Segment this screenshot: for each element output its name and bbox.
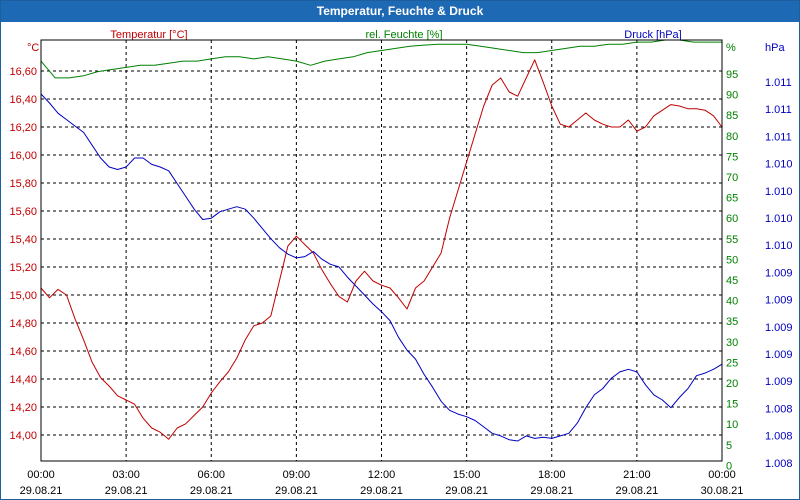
x-tick-time-label: 21:00 xyxy=(623,469,651,481)
humidity-tick-label: 35 xyxy=(726,316,738,328)
humidity-tick-label: 45 xyxy=(726,275,738,287)
humidity-tick-label: 90 xyxy=(726,90,738,102)
temperature-tick-label: 15,40 xyxy=(9,234,37,246)
humidity-tick-label: 60 xyxy=(726,213,738,225)
x-tick-date-label: 29.08.21 xyxy=(20,485,63,497)
x-tick-date-label: 29.08.21 xyxy=(445,485,488,497)
humidity-tick-label: 50 xyxy=(726,254,738,266)
humidity-tick-label: 75 xyxy=(726,151,738,163)
humidity-line xyxy=(40,39,722,79)
humidity-tick-label: 30 xyxy=(726,337,738,349)
pressure-tick-label: 1.009 xyxy=(765,349,793,361)
temperature-tick-label: 14,80 xyxy=(9,318,37,330)
pressure-tick-label: 1.009 xyxy=(765,267,793,279)
humidity-tick-label: 25 xyxy=(726,357,738,369)
temperature-unit-label: °C xyxy=(27,42,39,54)
humidity-tick-label: 55 xyxy=(726,234,738,246)
temperature-tick-label: 16,00 xyxy=(9,150,37,162)
x-tick-date-label: 29.08.21 xyxy=(275,485,318,497)
x-tick-date-label: 29.08.21 xyxy=(530,485,573,497)
pressure-tick-label: 1.011 xyxy=(765,131,792,143)
chart-canvas: Temperatur [°C] rel. Feuchte [%] Druck [… xyxy=(9,29,792,497)
pressure-axis-label: Druck [hPa] xyxy=(624,29,681,41)
pressure-line xyxy=(40,93,723,442)
pressure-tick-label: 1.009 xyxy=(765,295,793,307)
pressure-tick-label: 1.011 xyxy=(765,104,792,116)
x-tick-time-label: 06:00 xyxy=(197,469,225,481)
x-tick-date-label: 29.08.21 xyxy=(615,485,658,497)
humidity-tick-label: 70 xyxy=(726,172,738,184)
pressure-tick-label: 1.008 xyxy=(765,403,793,415)
humidity-tick-label: 0 xyxy=(726,460,732,472)
temperature-tick-label: 15,80 xyxy=(9,178,37,190)
pressure-tick-label: 1.010 xyxy=(765,186,793,198)
humidity-tick-label: 95 xyxy=(726,69,738,81)
pressure-tick-label: 1.011 xyxy=(765,77,792,89)
humidity-tick-label: 40 xyxy=(726,296,738,308)
humidity-tick-label: 10 xyxy=(726,419,738,431)
tick-labels: 16,60 16,40 16,20 16,00 15,80 15,60 15,40 15,20… xyxy=(9,66,792,497)
humidity-tick-label: 5 xyxy=(726,440,732,452)
pressure-unit-label: hPa xyxy=(765,42,785,54)
plot-area-border xyxy=(40,39,723,462)
x-tick-time-label: 12:00 xyxy=(368,469,396,481)
humidity-tick-label: 85 xyxy=(726,110,738,122)
x-tick-date-label: 29.08.21 xyxy=(190,485,233,497)
pressure-tick-label: 1.010 xyxy=(765,159,793,171)
temperature-tick-label: 14,60 xyxy=(9,346,37,358)
temperature-tick-label: 16,60 xyxy=(9,66,37,78)
pressure-tick-label: 1.008 xyxy=(765,458,793,470)
temperature-tick-label: 16,20 xyxy=(9,122,37,134)
temperature-tick-label: 15,60 xyxy=(9,206,37,218)
x-tick-time-label: 18:00 xyxy=(538,469,566,481)
series-lines xyxy=(40,39,723,442)
humidity-tick-label: 20 xyxy=(726,378,738,390)
temperature-tick-label: 16,40 xyxy=(9,94,37,106)
x-tick-time-label: 09:00 xyxy=(283,469,311,481)
x-tick-time-label: 00:00 xyxy=(27,469,55,481)
temperature-tick-label: 14,40 xyxy=(9,374,37,386)
grid-lines xyxy=(41,40,722,461)
x-tick-date-label: 29.08.21 xyxy=(105,485,148,497)
humidity-axis-label: rel. Feuchte [%] xyxy=(365,29,442,41)
pressure-tick-label: 1.008 xyxy=(765,431,793,443)
humidity-tick-label: 80 xyxy=(726,131,738,143)
window-title: Temperatur, Feuchte & Druck xyxy=(1,1,799,22)
temperature-tick-label: 15,20 xyxy=(9,262,37,274)
x-tick-date-label: 30.08.21 xyxy=(701,485,744,497)
temperature-tick-label: 15,00 xyxy=(9,290,37,302)
temperature-line xyxy=(40,59,723,440)
pressure-tick-label: 1.010 xyxy=(765,213,793,225)
pressure-tick-label: 1.010 xyxy=(765,240,793,252)
temperature-tick-label: 14,00 xyxy=(9,430,37,442)
x-tick-time-label: 03:00 xyxy=(112,469,140,481)
temperature-axis-label: Temperatur [°C] xyxy=(110,29,187,41)
humidity-tick-label: 15 xyxy=(726,399,738,411)
x-tick-date-label: 29.08.21 xyxy=(360,485,403,497)
temperature-tick-label: 14,20 xyxy=(9,402,37,414)
pressure-tick-label: 1.009 xyxy=(765,376,793,388)
humidity-unit-label: % xyxy=(726,42,736,54)
pressure-tick-label: 1.009 xyxy=(765,322,793,334)
humidity-tick-label: 65 xyxy=(726,193,738,205)
x-tick-time-label: 15:00 xyxy=(453,469,481,481)
x-tick-time-label: 00:00 xyxy=(708,469,736,481)
